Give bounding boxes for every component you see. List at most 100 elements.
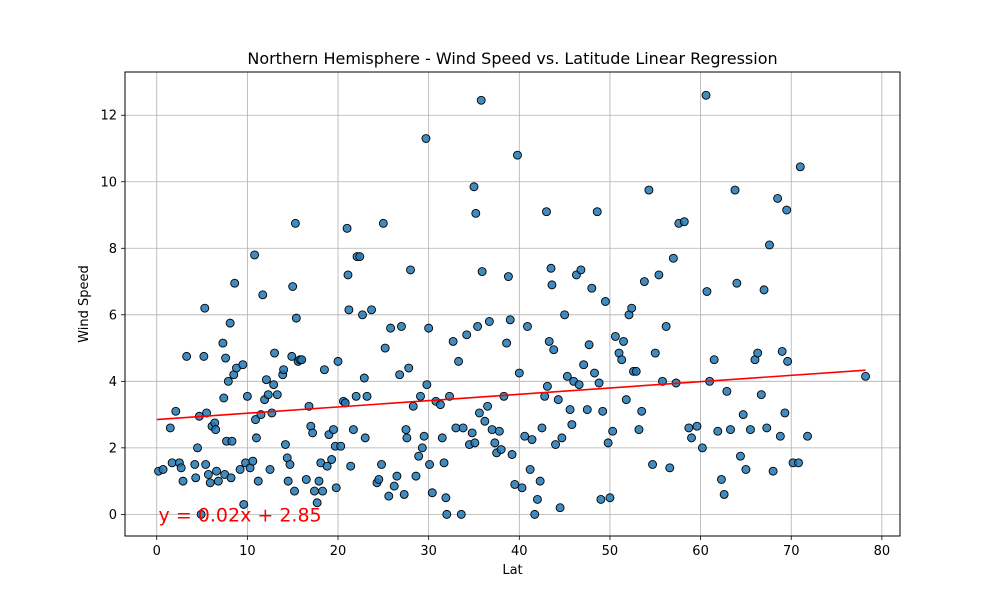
data-point bbox=[617, 355, 627, 365]
data-point bbox=[474, 408, 484, 418]
data-point bbox=[634, 425, 644, 435]
data-point bbox=[437, 433, 447, 443]
data-point bbox=[279, 365, 289, 375]
data-point bbox=[451, 423, 461, 433]
data-point bbox=[182, 351, 192, 361]
data-point bbox=[290, 486, 299, 496]
data-point bbox=[212, 466, 221, 476]
data-point bbox=[435, 400, 445, 410]
data-point bbox=[386, 323, 396, 333]
data-point bbox=[762, 423, 772, 433]
data-point bbox=[598, 406, 608, 416]
data-point bbox=[603, 438, 613, 448]
data-point bbox=[679, 217, 689, 227]
data-point bbox=[336, 441, 346, 451]
data-point bbox=[395, 370, 405, 380]
y-tick-label: 4 bbox=[109, 375, 117, 390]
data-point bbox=[439, 458, 449, 468]
data-point bbox=[768, 466, 778, 476]
data-point bbox=[359, 373, 369, 383]
x-tick-label: 70 bbox=[783, 544, 800, 559]
data-point bbox=[658, 376, 667, 386]
x-tick-label: 10 bbox=[239, 544, 256, 559]
data-point bbox=[309, 486, 319, 496]
data-point bbox=[280, 440, 290, 449]
data-point bbox=[342, 223, 352, 233]
data-point bbox=[592, 207, 602, 217]
data-point bbox=[193, 443, 202, 453]
data-point bbox=[203, 470, 213, 479]
data-point bbox=[196, 509, 206, 519]
data-point bbox=[780, 408, 790, 418]
data-point bbox=[225, 318, 235, 328]
data-point bbox=[532, 494, 542, 504]
data-point bbox=[513, 150, 522, 160]
data-point bbox=[402, 433, 412, 443]
data-point bbox=[530, 509, 540, 519]
data-point bbox=[331, 483, 341, 493]
data-point bbox=[408, 401, 418, 411]
data-point bbox=[719, 489, 729, 499]
data-point bbox=[425, 460, 435, 469]
data-point bbox=[242, 391, 252, 401]
data-point bbox=[362, 391, 372, 401]
data-point bbox=[263, 390, 273, 400]
data-point bbox=[537, 423, 547, 433]
data-point bbox=[738, 410, 748, 420]
data-point bbox=[158, 465, 168, 474]
y-axis-ticks: 0 2 4 6 8 10 12 bbox=[100, 109, 125, 523]
data-point bbox=[631, 366, 641, 376]
x-tick-label: 40 bbox=[511, 544, 528, 559]
data-point bbox=[574, 380, 584, 390]
data-point bbox=[358, 310, 367, 320]
data-point bbox=[783, 356, 793, 366]
data-point bbox=[322, 461, 332, 471]
data-point bbox=[301, 475, 311, 484]
data-point bbox=[201, 460, 211, 469]
data-point bbox=[562, 371, 572, 381]
data-point bbox=[190, 460, 200, 469]
data-point bbox=[567, 420, 577, 430]
y-tick-label: 12 bbox=[100, 109, 117, 124]
data-point bbox=[470, 438, 480, 448]
regression-line-group bbox=[156, 369, 866, 421]
data-point bbox=[648, 460, 657, 469]
data-point bbox=[267, 408, 277, 418]
data-point bbox=[716, 475, 726, 484]
chart-title: Northern Hemisphere - Wind Speed vs. Lat… bbox=[247, 49, 777, 68]
data-point bbox=[238, 360, 248, 370]
data-point bbox=[775, 431, 785, 441]
data-point bbox=[346, 461, 356, 471]
data-point bbox=[523, 322, 532, 331]
data-point bbox=[546, 263, 556, 273]
data-point bbox=[496, 445, 506, 454]
data-point bbox=[514, 368, 524, 378]
data-point bbox=[291, 313, 301, 323]
data-point bbox=[178, 476, 188, 486]
data-point bbox=[722, 386, 732, 396]
data-point bbox=[494, 426, 504, 436]
data-point bbox=[218, 338, 228, 348]
regression-equation-label: y = 0.02x + 2.85 bbox=[159, 504, 322, 526]
data-point bbox=[458, 423, 468, 433]
data-point bbox=[384, 491, 394, 501]
data-point bbox=[627, 303, 637, 313]
data-point bbox=[348, 425, 358, 435]
data-point bbox=[297, 355, 307, 365]
data-point bbox=[549, 345, 559, 355]
data-point bbox=[421, 134, 431, 143]
data-point bbox=[261, 375, 271, 385]
data-point bbox=[219, 393, 229, 403]
data-point bbox=[308, 428, 318, 438]
data-point bbox=[483, 401, 493, 411]
data-point bbox=[213, 476, 223, 486]
data-point bbox=[205, 478, 215, 488]
data-point bbox=[527, 435, 537, 444]
data-point bbox=[490, 438, 500, 448]
data-point bbox=[250, 250, 260, 260]
data-point bbox=[484, 317, 494, 326]
data-point bbox=[650, 348, 660, 358]
data-point bbox=[389, 481, 399, 491]
data-point bbox=[551, 440, 561, 449]
